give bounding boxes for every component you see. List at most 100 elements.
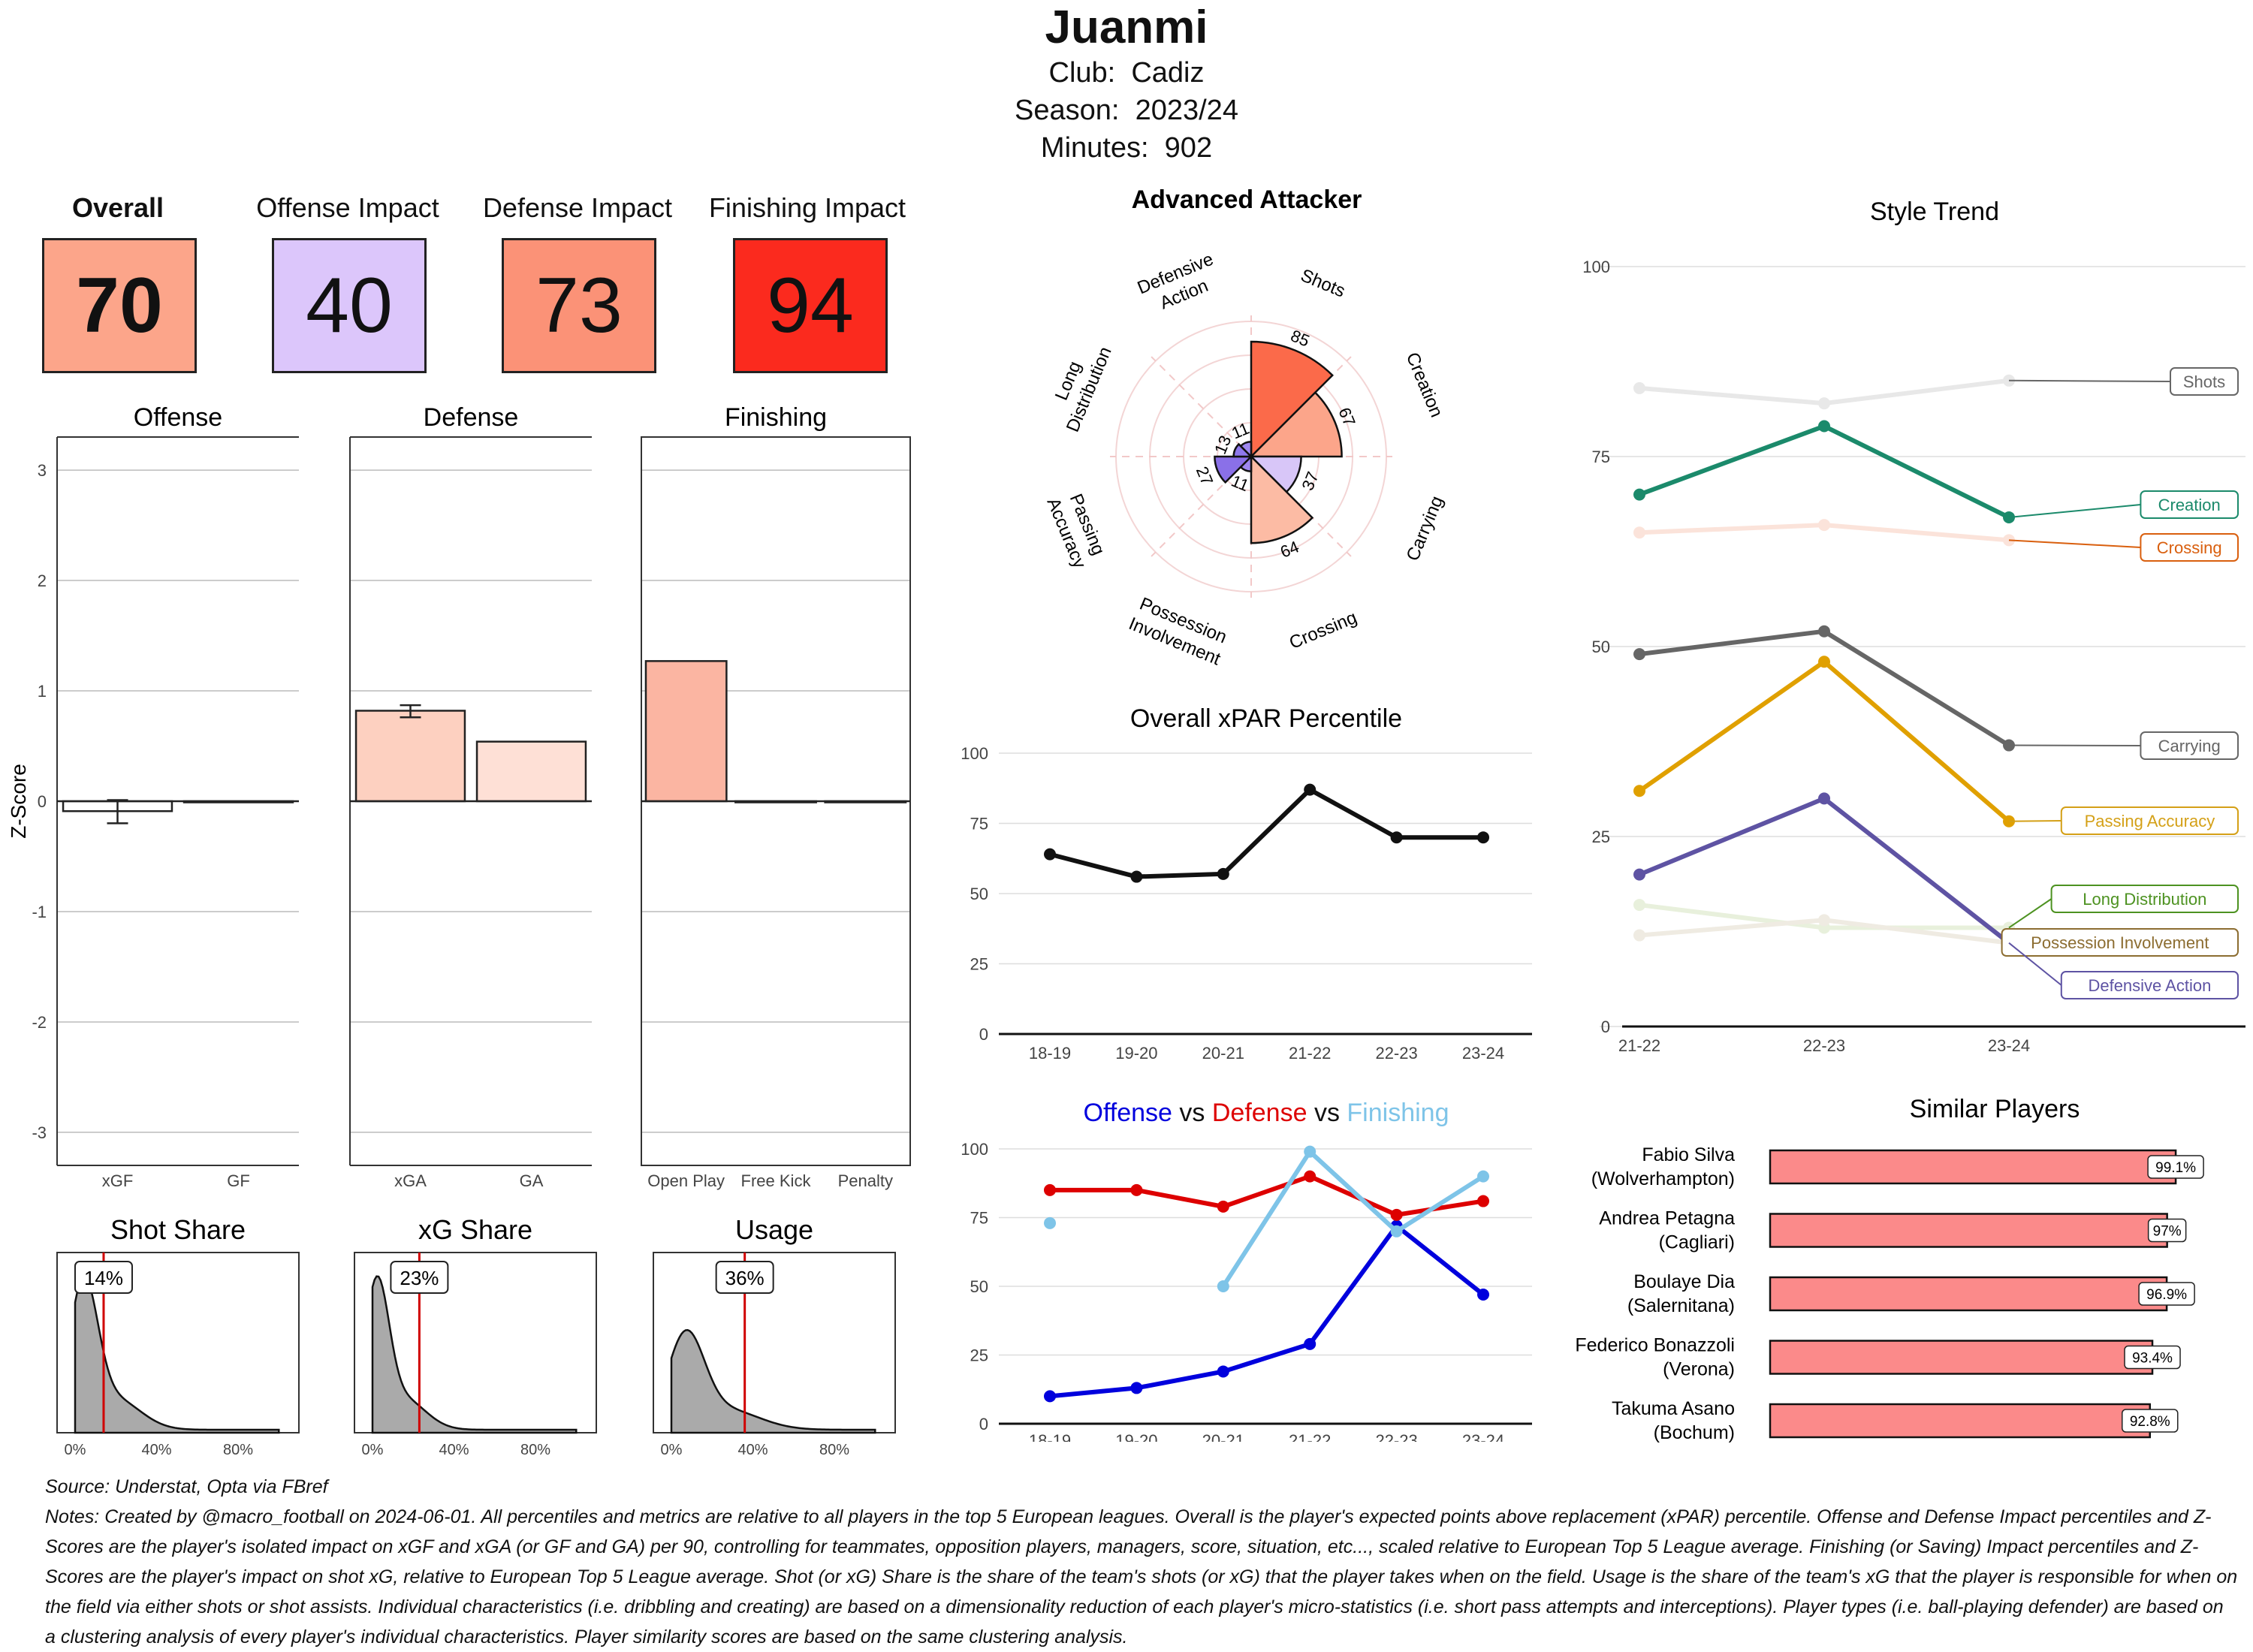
density-curve — [74, 1275, 280, 1434]
style-title: Style Trend — [1870, 197, 1999, 226]
series-point-offense — [1304, 1337, 1317, 1350]
polar-spoke — [1151, 356, 1252, 457]
player-name: Juanmi — [1045, 2, 1208, 53]
style-trend-chart: Style Trend 0 25 50 75 100 Shots Creation Crossi… — [1582, 197, 2245, 1055]
style-label: Long Distribution — [2083, 890, 2206, 909]
x-tick-label: GF — [227, 1171, 250, 1190]
ovd-title-part: Offense — [1084, 1099, 1172, 1127]
zscore-bar — [644, 660, 728, 803]
similar-label-box — [2122, 1409, 2179, 1433]
polar-category-line: Carrying — [1403, 493, 1448, 564]
xpar-point — [1477, 831, 1489, 844]
xpar-point — [1044, 848, 1056, 861]
series-point-defense — [1044, 1183, 1056, 1196]
header: Juanmi Club: Cadiz Season: 2023/24 Minut… — [0, 0, 2253, 167]
style-line — [1639, 629, 2010, 748]
x-tick-label: 22-23 — [1803, 1036, 1845, 1055]
series-point-finishing — [1304, 1145, 1317, 1158]
x-tick-label: 0% — [65, 1442, 86, 1458]
series-line-finishing — [1221, 1148, 1485, 1288]
polar-category-line: Shots — [1298, 265, 1348, 301]
similar-player-team: (Wolverhampton) — [1591, 1168, 1735, 1189]
xpar-line — [1049, 786, 1483, 879]
style-point — [1818, 914, 1830, 927]
series-point-offense — [1477, 1288, 1489, 1301]
y-tick-label: 0 — [1601, 1017, 1610, 1036]
y-tick-label: -2 — [32, 1013, 47, 1032]
series-point-defense — [1130, 1183, 1143, 1196]
x-tick-label: 19-20 — [1115, 1044, 1157, 1063]
similar-label: 96.9% — [2146, 1287, 2187, 1303]
polar-bar — [1248, 390, 1343, 458]
style-label-box — [2140, 490, 2239, 519]
x-tick-label: 21-22 — [1618, 1036, 1660, 1055]
style-label-leader — [2008, 539, 2141, 548]
x-tick-label: 22-23 — [1375, 1044, 1417, 1063]
y-axis-label: Z-Score — [7, 764, 30, 839]
polar-bar — [1250, 454, 1314, 544]
y-tick-label: 25 — [970, 955, 988, 974]
similar-bar — [1769, 1340, 2154, 1375]
density-title: Shot Share — [110, 1214, 246, 1245]
y-tick-label: 25 — [970, 1346, 988, 1365]
similar-title: Similar Players — [1910, 1095, 2080, 1123]
y-tick-label: 75 — [1592, 448, 1610, 466]
x-tick-label: 21-22 — [1289, 1044, 1331, 1063]
ovd-title: Offense vs Defense vs Finishing — [1084, 1099, 1449, 1127]
style-label-box — [2140, 533, 2239, 562]
y-tick-label: 0 — [979, 1025, 988, 1044]
marker-label-box — [715, 1261, 774, 1294]
style-label-box — [2140, 731, 2239, 760]
style-point — [1633, 648, 1645, 661]
share-density-chart: Shot Share 14% 0% 40% 80% xG Share 23% 0% 40% 80%… — [56, 1214, 896, 1458]
footer: Source: Understat, Opta via FBref Notes:… — [45, 1472, 2238, 1652]
density-title: xG Share — [418, 1214, 532, 1245]
similar-player-team: (Cagliari) — [1659, 1232, 1735, 1253]
x-tick-label: 40% — [737, 1442, 768, 1458]
x-tick-label: 20-21 — [1202, 1431, 1244, 1442]
series-point-finishing — [1390, 1225, 1403, 1237]
y-tick-label: 25 — [1592, 828, 1610, 846]
similar-label-box — [2124, 1345, 2181, 1370]
x-tick-label: 23-24 — [1988, 1036, 2030, 1055]
x-tick-label: 18-19 — [1029, 1044, 1071, 1063]
overall-score-box: 70 — [42, 238, 197, 373]
finishing-impact-box: 94 — [733, 238, 888, 373]
polar-value-label: 85 — [1288, 326, 1312, 350]
series-point-finishing — [1044, 1216, 1056, 1229]
polar-category-label: Creation — [1402, 349, 1447, 420]
ovd-title-part: vs — [1307, 1099, 1340, 1127]
xpar-point — [1304, 783, 1317, 796]
similar-bar — [1769, 1149, 2177, 1185]
ovd-title-part: vs — [1172, 1099, 1205, 1127]
similar-bar — [1769, 1213, 2168, 1248]
x-tick-label: 80% — [223, 1442, 253, 1458]
minutes-label: Minutes: — [1040, 132, 1149, 164]
y-tick-label: 100 — [1582, 258, 1610, 276]
club-label: Club: — [1048, 57, 1116, 89]
polar-title: Advanced Attacker — [1132, 185, 1362, 214]
style-point — [1633, 526, 1645, 539]
polar-category-line: Creation — [1402, 349, 1447, 420]
y-tick-label: 50 — [970, 885, 988, 903]
series-point-defense — [1304, 1170, 1317, 1183]
series-point-defense — [1390, 1208, 1403, 1221]
offense-impact-label: Offense Impact — [256, 192, 439, 223]
club-line: Club: Cadiz — [0, 54, 2253, 92]
polar-category-label: DefensiveAction — [1135, 249, 1225, 320]
x-tick-label: Free Kick — [741, 1171, 812, 1190]
ovd-title-part: Finishing — [1340, 1099, 1449, 1127]
similar-player-name: Andrea Petagna — [1599, 1208, 1735, 1229]
x-tick-label: Penalty — [838, 1171, 893, 1190]
x-tick-label: GA — [520, 1171, 544, 1190]
club-value: Cadiz — [1131, 57, 1205, 89]
style-label: Crossing — [2157, 538, 2222, 557]
y-tick-label: 3 — [38, 461, 47, 480]
minutes-value: 902 — [1164, 132, 1213, 164]
similar-player-name: Boulaye Dia — [1633, 1271, 1735, 1292]
x-tick-label: 80% — [520, 1442, 550, 1458]
offense-defense-finishing-chart: Offense vs Defense vs Finishing 0 25 50 75 10… — [961, 1099, 1532, 1442]
y-tick-label: 0 — [979, 1415, 988, 1433]
y-tick-label: 2 — [38, 571, 47, 590]
polar-bar — [1250, 340, 1334, 460]
